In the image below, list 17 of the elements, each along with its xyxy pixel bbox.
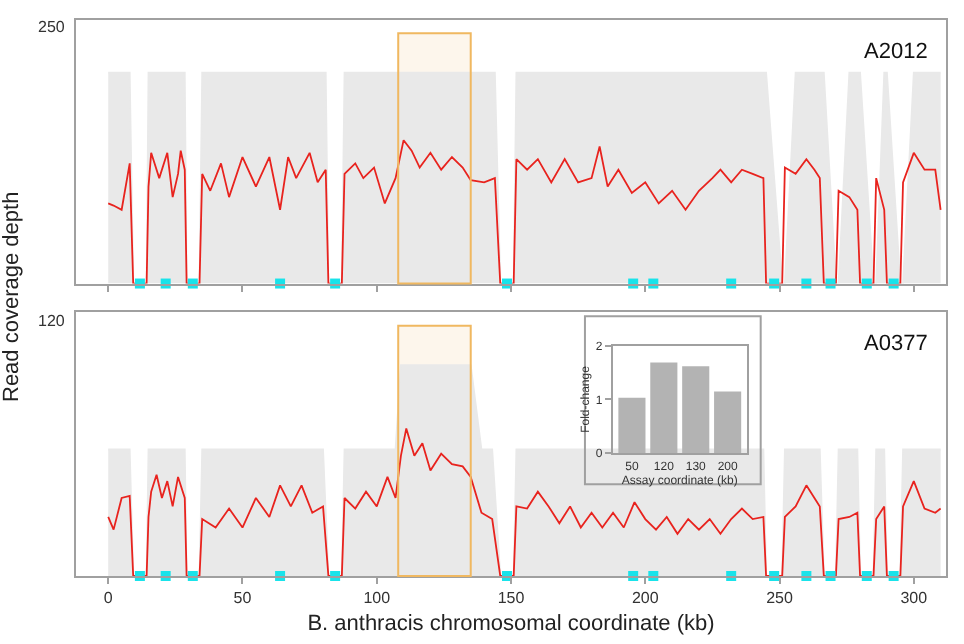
bar bbox=[682, 366, 710, 454]
x-axis-title: B. anthracis chromosomal coordinate (kb) bbox=[307, 611, 715, 636]
bar bbox=[714, 391, 742, 454]
y-axis-title: Read coverage depth bbox=[0, 191, 24, 402]
x-tick-label: 100 bbox=[363, 589, 392, 608]
x-tick-label: 200 bbox=[631, 589, 660, 608]
chart-title: A0377 bbox=[864, 332, 928, 356]
x-tick-label: 300 bbox=[900, 589, 929, 608]
x-tick-label: 50 bbox=[233, 589, 253, 608]
x-tick-label: 0 bbox=[103, 589, 114, 608]
x-tick-label: 250 bbox=[766, 589, 794, 608]
chart-title: A2012 bbox=[864, 40, 928, 64]
text: 250 bbox=[38, 18, 66, 36]
bar bbox=[618, 397, 646, 454]
bar bbox=[650, 362, 678, 454]
x-tick-label: 150 bbox=[497, 589, 526, 608]
text: 120 bbox=[38, 312, 66, 330]
